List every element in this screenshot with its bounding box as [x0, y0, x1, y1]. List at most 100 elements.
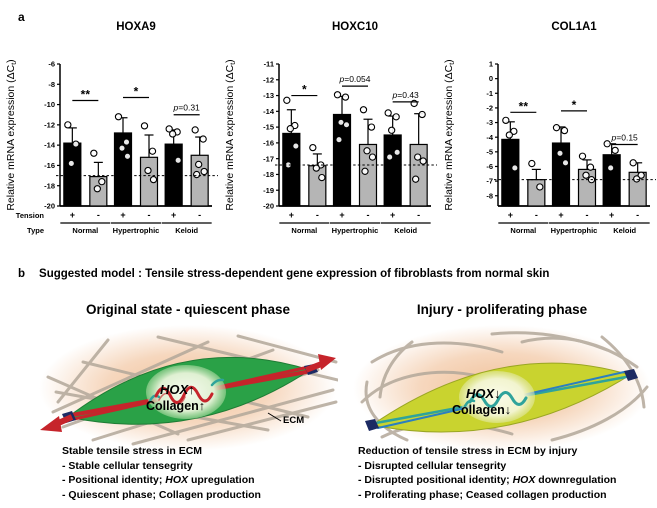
panel-b: b Suggested model : Tensile stress-depend…	[0, 262, 657, 508]
svg-text:Keloid: Keloid	[394, 226, 417, 235]
svg-text:p=0.054: p=0.054	[339, 74, 371, 84]
svg-text:-16: -16	[263, 138, 274, 147]
svg-text:Tension: Tension	[16, 211, 45, 220]
svg-text:-: -	[148, 210, 151, 220]
chart-hoxa9: HOXA9 Relative mRNA expression (ΔCt) -6 -8 -…	[0, 0, 219, 255]
svg-text:Relative mRNA expression (ΔCt): Relative mRNA expression (ΔCt)	[5, 59, 18, 210]
svg-text:Normal: Normal	[291, 226, 317, 235]
svg-text:+: +	[339, 210, 344, 220]
svg-text:-15: -15	[263, 123, 274, 132]
collagen-up-label: Collagen↑	[146, 399, 206, 413]
svg-text:-5: -5	[486, 147, 493, 156]
proliferating-bullet-2: - Disrupted positional identity; HOX dow…	[358, 474, 617, 487]
svg-text:1: 1	[489, 60, 493, 69]
svg-text:*: *	[572, 98, 577, 112]
panel-a: a HOXA9 Relative mRNA expression (ΔCt) -6 -…	[0, 0, 657, 255]
svg-text:Type: Type	[27, 226, 44, 235]
focal-adhesion-right	[624, 369, 638, 381]
tension-arrow-right	[304, 354, 336, 373]
svg-text:-: -	[198, 210, 201, 220]
svg-text:**: **	[519, 99, 529, 113]
ecm-fibers-relaxed	[360, 331, 649, 442]
svg-text:HOXA9: HOXA9	[116, 21, 156, 33]
proliferating-bullet-1: - Disrupted cellular tensegrity	[358, 459, 507, 472]
svg-text:-2: -2	[486, 104, 493, 113]
panel-b-heading-text: Suggested model : Tensile stress-depende…	[39, 268, 550, 280]
quiescent-caption: Stable tensile stress in ECM - Stable ce…	[62, 444, 261, 502]
svg-text:-12: -12	[44, 120, 55, 129]
nucleus	[459, 371, 535, 423]
dna-strand	[463, 391, 528, 408]
svg-text:-: -	[367, 210, 370, 220]
svg-text:-: -	[417, 210, 420, 220]
quiescent-bullet-1: - Stable cellular tensegrity	[62, 459, 193, 472]
svg-text:+: +	[289, 210, 294, 220]
svg-text:-6: -6	[486, 162, 493, 171]
svg-text:+: +	[508, 210, 513, 220]
svg-text:+: +	[120, 210, 125, 220]
quiescent-cell-art	[39, 325, 340, 451]
chart-col1a1: COL1A1 Relative mRNA expression (ΔCt) 1 0 -1…	[438, 0, 657, 255]
tension-arrow-left	[40, 414, 74, 432]
svg-text:-4: -4	[486, 133, 493, 142]
svg-text:*: *	[134, 84, 139, 98]
panel-a-label: a	[18, 10, 25, 24]
svg-text:-13: -13	[263, 91, 274, 100]
hoxc10-bar-chart: HOXC10 Relative mRNA expression (ΔCt) -11 -…	[224, 21, 437, 235]
svg-text:Hypertrophic: Hypertrophic	[113, 226, 160, 235]
svg-text:-18: -18	[44, 181, 55, 190]
proliferating-bullet-3: - Proliferating phase; Ceased collagen p…	[358, 488, 607, 501]
svg-text:-: -	[97, 210, 100, 220]
ecm-pointer-line	[267, 412, 282, 422]
panel-b-heading: b Suggested model : Tensile stress-depend…	[18, 268, 549, 280]
hox-up-label: HOX↑	[160, 382, 195, 397]
svg-text:Keloid: Keloid	[613, 226, 636, 235]
svg-text:-: -	[316, 210, 319, 220]
svg-text:-7: -7	[486, 177, 493, 186]
proliferating-caption-title: Reduction of tensile stress in ECM by in…	[358, 445, 578, 457]
hoxa9-bar-chart: HOXA9 Relative mRNA expression (ΔCt) -6 -8 -…	[5, 21, 218, 235]
svg-text:+: +	[390, 210, 395, 220]
svg-text:+: +	[171, 210, 176, 220]
svg-text:p=0.43: p=0.43	[392, 90, 420, 100]
svg-text:Normal: Normal	[72, 226, 98, 235]
svg-text:-17: -17	[263, 154, 274, 163]
svg-text:p=0.15: p=0.15	[611, 133, 639, 143]
svg-text:-16: -16	[44, 161, 55, 170]
svg-text:-20: -20	[263, 202, 274, 211]
quiescent-bullet-2: - Positional identity; HOX upregulation	[62, 474, 255, 487]
svg-text:+: +	[70, 210, 75, 220]
collagen-down-label: Collagen↓	[452, 403, 512, 417]
charts-row: HOXA9 Relative mRNA expression (ΔCt) -6 -8 -…	[0, 0, 657, 255]
svg-text:Relative mRNA expression (ΔCt): Relative mRNA expression (ΔCt)	[224, 59, 237, 210]
svg-text:-11: -11	[264, 60, 274, 69]
svg-text:-: -	[535, 210, 538, 220]
svg-text:*: *	[302, 83, 307, 97]
quiescent-cell-diagram: HOX↑ Collagen↑ ECM	[38, 322, 340, 452]
hox-down-label: HOX↓	[466, 386, 501, 401]
svg-text:HOXC10: HOXC10	[332, 21, 378, 33]
panel-b-label: b	[18, 268, 26, 280]
svg-text:-: -	[586, 210, 589, 220]
svg-text:-1: -1	[486, 89, 493, 98]
ecm-label: ECM	[283, 415, 305, 426]
svg-text:**: **	[81, 88, 91, 102]
svg-text:Hypertrophic: Hypertrophic	[551, 226, 598, 235]
svg-text:-14: -14	[44, 141, 56, 150]
svg-text:+: +	[609, 210, 614, 220]
proliferating-cell-diagram: HOX↓ Collagen↓	[352, 322, 652, 452]
svg-text:-: -	[636, 210, 639, 220]
svg-text:Normal: Normal	[510, 226, 536, 235]
dna-helix	[148, 378, 225, 405]
proliferating-cell-art	[353, 325, 651, 451]
svg-text:-14: -14	[263, 107, 275, 116]
col1a1-bar-chart: COL1A1 Relative mRNA expression (ΔCt) 1 0 -1…	[443, 21, 656, 235]
svg-text:COL1A1: COL1A1	[551, 21, 597, 33]
svg-text:-6: -6	[48, 60, 55, 69]
chart-hoxc10: HOXC10 Relative mRNA expression (ΔCt) -11 -…	[219, 0, 438, 255]
quiescent-caption-title: Stable tensile stress in ECM	[62, 445, 203, 457]
svg-text:-12: -12	[263, 75, 274, 84]
svg-text:-8: -8	[486, 191, 493, 200]
svg-text:-10: -10	[44, 100, 55, 109]
